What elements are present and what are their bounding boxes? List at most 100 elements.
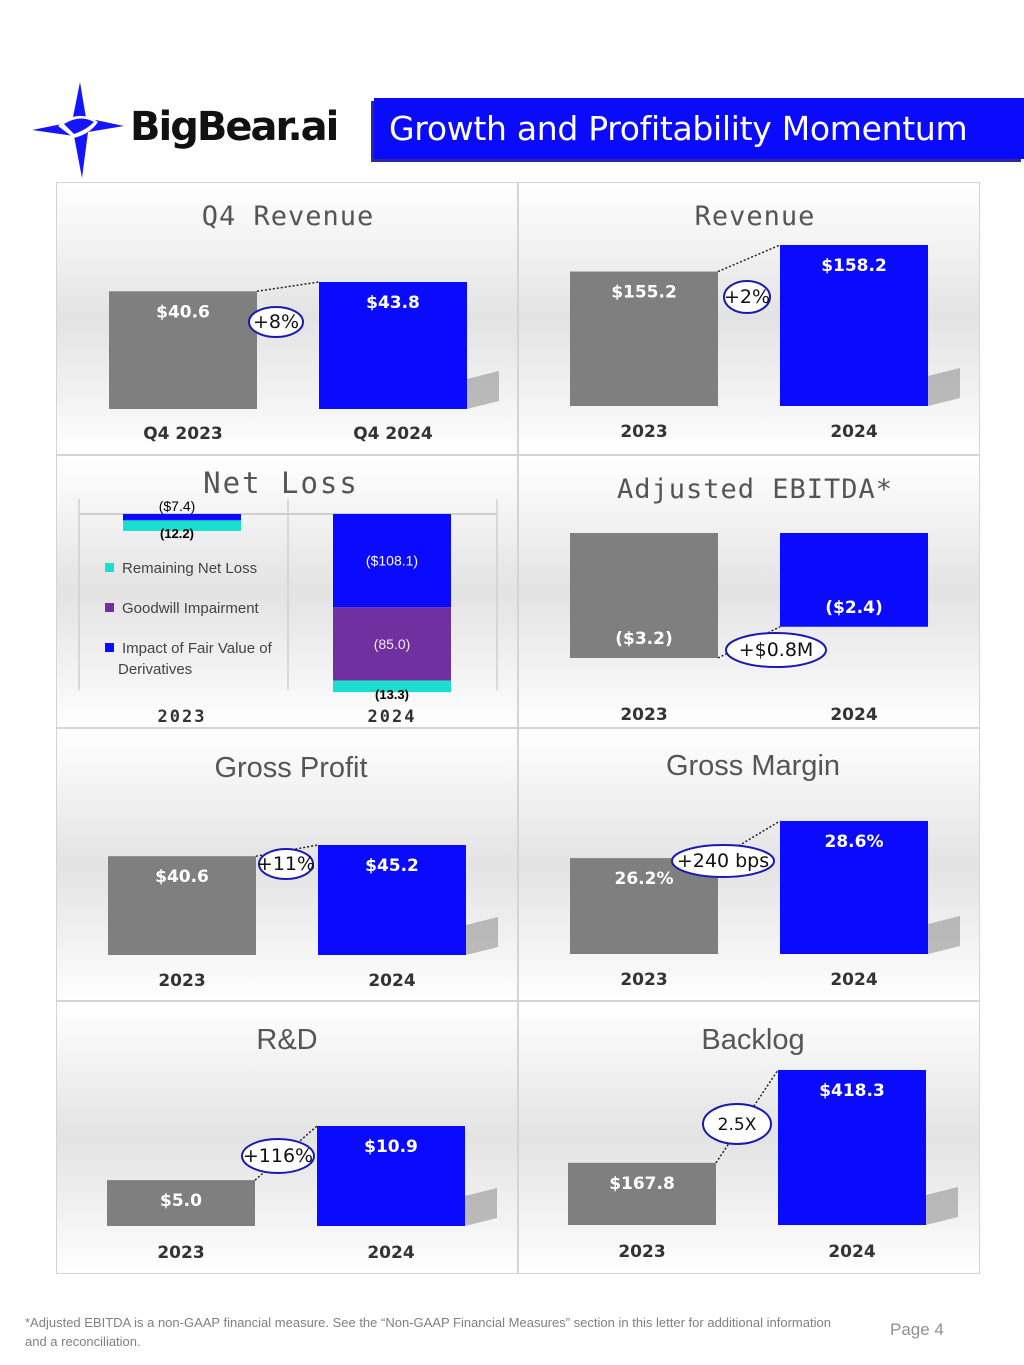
gross-margin-bar-2024: [780, 821, 928, 954]
star-logo-icon: [32, 82, 124, 178]
net-loss-chart: Net Loss ($7.4) (12.2) 2023 ($108.1) (85.0) (1…: [78, 466, 498, 727]
gross-profit-change-label: +11%: [257, 853, 315, 875]
panel-rnd: R&D $5.0 2023 $10.9 2024 +116%: [56, 1001, 518, 1274]
footnote: *Adjusted EBITDA is a non-GAAP financial…: [25, 1315, 831, 1349]
adjusted-ebitda-change-bubble: [725, 632, 827, 668]
net-loss-legend-swatch-0: [105, 563, 114, 572]
page-title: Growth and Profitability Momentum: [389, 109, 968, 148]
net-loss-category-2024: 2024: [368, 707, 417, 727]
q4-revenue-category-Q4 2023: Q4 2023: [143, 424, 223, 444]
rnd-bar-shadow-1: [465, 1188, 497, 1226]
net-loss-bar-2024-s2: [333, 680, 451, 693]
backlog-bar-2024: [778, 1070, 926, 1225]
net-loss-label-2023-s2: (12.2): [160, 526, 194, 541]
gross-margin-category-2023: 2023: [620, 970, 667, 990]
gross-margin-bar-shadow-1: [928, 916, 960, 954]
gross-profit-category-2023: 2023: [158, 971, 205, 991]
net-loss-legend-swatch-1: [105, 603, 114, 612]
gross-margin-category-2024: 2024: [830, 970, 877, 990]
gross-profit-connector-line: [255, 844, 319, 857]
revenue-category-2023: 2023: [620, 422, 667, 442]
adjusted-ebitda-chart: Adjusted EBITDA* ($3.2) 2023 ($2.4) 2024 +$0.…: [570, 474, 928, 725]
panel-gross-margin: Gross Margin 26.2% 2023 28.6% 2024 +240 bps: [518, 728, 980, 1001]
gross-margin-title: Gross Margin: [666, 750, 840, 782]
backlog-change-bubble: [702, 1103, 772, 1145]
net-loss-legend-swatch-2: [105, 643, 114, 652]
gross-profit-bar-2024: [318, 845, 466, 955]
q4-revenue-category-Q4 2024: Q4 2024: [353, 424, 433, 444]
net-loss-legend-label-0: Remaining Net Loss: [122, 560, 257, 577]
panel-net-loss: Net Loss ($7.4) (12.2) 2023 ($108.1) (85.0) (1…: [56, 455, 518, 728]
rnd-category-2024: 2024: [367, 1243, 414, 1263]
revenue-value-2024: $158.2: [821, 256, 887, 276]
adjusted-ebitda-value-2024: ($2.4): [825, 598, 882, 618]
net-loss-legend-label-1: Goodwill Impairment: [122, 600, 260, 617]
revenue-value-2023: $155.2: [611, 283, 677, 303]
panel-revenue: Revenue $155.2 2023 $158.2 2024 +2%: [518, 182, 980, 455]
revenue-change-label: +2%: [724, 286, 770, 308]
q4-revenue-value-Q4 2023: $40.6: [156, 302, 210, 322]
gross-margin-value-2024: 28.6%: [825, 832, 884, 852]
q4-revenue-value-Q4 2024: $43.8: [366, 293, 420, 313]
panel-backlog: Backlog $167.8 2023 $418.3 2024 2.5X: [518, 1001, 980, 1274]
panel-adjusted-ebitda: Adjusted EBITDA* ($3.2) 2023 ($2.4) 2024 +$0.…: [518, 455, 980, 728]
backlog-change-label: 2.5X: [718, 1115, 757, 1135]
rnd-change-label: +116%: [243, 1145, 313, 1167]
net-loss-bar-2023-s0: [123, 514, 241, 521]
net-loss-label-2023-s0: ($7.4): [159, 498, 196, 514]
adjusted-ebitda-bar-2024: [780, 533, 928, 627]
backlog-title: Backlog: [701, 1024, 804, 1056]
adjusted-ebitda-connector-line: [717, 626, 781, 659]
rnd-value-2024: $10.9: [364, 1137, 418, 1157]
revenue-title: Revenue: [695, 201, 816, 232]
q4-revenue-chart: Q4 Revenue $40.6 Q4 2023 $43.8 Q4 2024 +8%: [109, 201, 499, 444]
net-loss-bar-2023-s2: [123, 520, 241, 531]
q4-revenue-connector-line: [256, 281, 320, 293]
rnd-value-2023: $5.0: [160, 1191, 202, 1211]
logo-wordmark: BigBear.ai: [130, 104, 339, 150]
gross-profit-bar-shadow-1: [466, 917, 498, 955]
gross-profit-title: Gross Profit: [214, 752, 367, 784]
revenue-bar-2023: [570, 271, 718, 406]
page-number: Page 4: [890, 1320, 944, 1339]
net-loss-bar-2024-s1: [333, 607, 451, 681]
rnd-change-bubble: [241, 1138, 315, 1174]
rnd-bar-2023: [107, 1180, 255, 1226]
revenue-chart: Revenue $155.2 2023 $158.2 2024 +2%: [570, 201, 960, 442]
q4-revenue-bar-shadow-1: [467, 371, 499, 409]
gross-margin-change-bubble: [671, 844, 775, 878]
adjusted-ebitda-change-label: +$0.8M: [739, 639, 814, 661]
backlog-category-2023: 2023: [618, 1242, 665, 1262]
adjusted-ebitda-value-2023: ($3.2): [615, 629, 672, 649]
backlog-chart: Backlog $167.8 2023 $418.3 2024 2.5X: [568, 1024, 958, 1262]
backlog-connector-line: [715, 1069, 779, 1164]
gross-profit-value-2024: $45.2: [365, 856, 419, 876]
q4-revenue-bar-Q4 2023: [109, 291, 257, 409]
gross-margin-change-label: +240 bps: [677, 850, 769, 872]
backlog-value-2024: $418.3: [819, 1081, 885, 1101]
q4-revenue-change-bubble: [248, 306, 304, 338]
gross-profit-change-bubble: [258, 848, 314, 880]
gross-profit-chart: Gross Profit $40.6 2023 $45.2 2024 +11%: [108, 752, 498, 991]
gross-profit-category-2024: 2024: [368, 971, 415, 991]
net-loss-category-2023: 2023: [158, 707, 207, 727]
adjusted-ebitda-category-2023: 2023: [620, 705, 667, 725]
rnd-category-2023: 2023: [157, 1243, 204, 1263]
revenue-bar-2024: [780, 245, 928, 406]
backlog-bar-2023: [568, 1162, 716, 1225]
net-loss-legend-label-2-cont: Derivatives: [118, 661, 192, 678]
gross-profit-value-2023: $40.6: [155, 867, 209, 887]
rnd-title: R&D: [256, 1024, 317, 1056]
net-loss-bar-2024-s0: [333, 514, 451, 608]
revenue-category-2024: 2024: [830, 422, 877, 442]
net-loss-label-2024-s2: (13.3): [375, 687, 409, 702]
net-loss-label-2024-s1: (85.0): [374, 636, 411, 652]
adjusted-ebitda-title: Adjusted EBITDA*: [617, 474, 893, 505]
backlog-value-2023: $167.8: [609, 1174, 675, 1194]
net-loss-title: Net Loss: [203, 466, 359, 500]
q4-revenue-change-label: +8%: [253, 311, 299, 333]
gross-margin-value-2023: 26.2%: [615, 869, 674, 889]
backlog-category-2024: 2024: [828, 1242, 875, 1262]
bigbear-logo: BigBear.ai: [28, 78, 348, 182]
page-title-bar: Growth and Profitability Momentum: [374, 98, 1024, 159]
